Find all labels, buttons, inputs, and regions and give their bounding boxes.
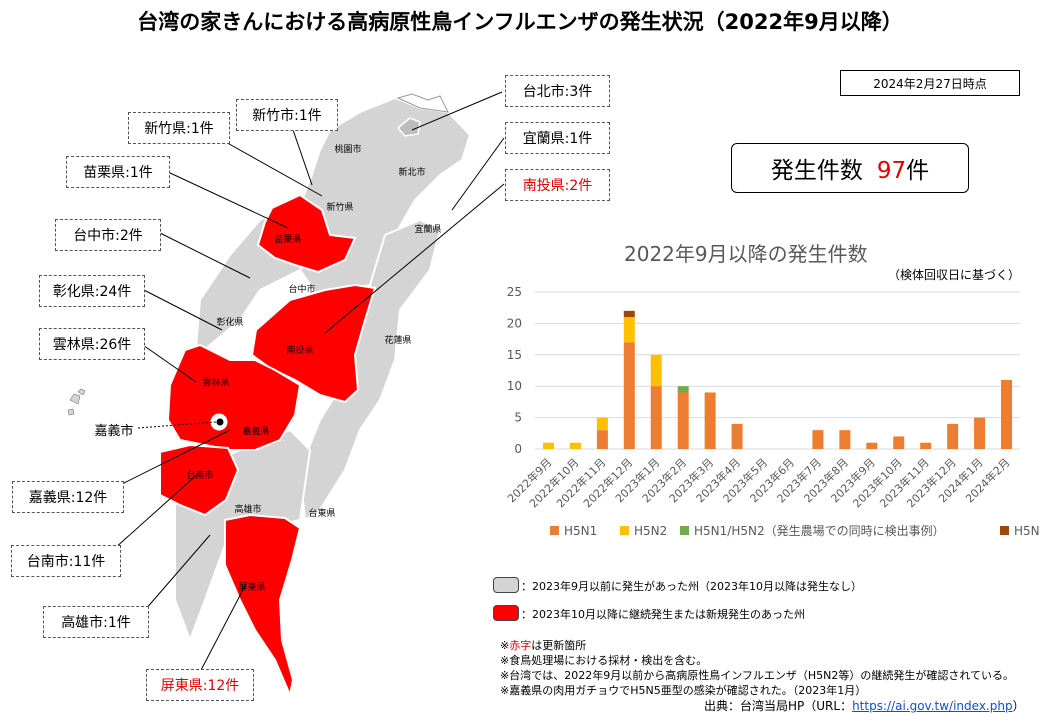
map-label-hsinchu: 新竹県 xyxy=(326,201,353,213)
region-miaoli xyxy=(256,193,357,274)
map-label-new-taipei: 新北市 xyxy=(398,166,425,178)
leader-hsinchu-county xyxy=(221,139,323,197)
legend-gray-swatch xyxy=(493,577,519,593)
map-label-taoyuan: 桃園市 xyxy=(334,143,361,155)
note-1-red: 赤字 xyxy=(509,639,532,652)
callout-changhua: 彰化県:24件 xyxy=(39,275,145,307)
map-label-taitung: 台東県 xyxy=(308,507,335,519)
map-label-kaohsiung: 高雄市 xyxy=(234,503,261,515)
callout-nantou: 南投県:2件 xyxy=(505,169,610,201)
callout-yunlin: 雲林県:26件 xyxy=(39,328,145,360)
source-link[interactable]: https://ai.gov.tw/index.php xyxy=(852,699,1013,713)
callout-pingtung: 屏東県:12件 xyxy=(146,669,254,701)
region-yunlin-chiayi xyxy=(166,343,302,451)
map-label-yilan: 宜蘭県 xyxy=(414,223,441,235)
callout-tainan: 台南市:11件 xyxy=(11,545,121,577)
note-1-rest: は更新箇所 xyxy=(531,639,587,652)
chart-subtitle: （検体回収日に基づく） xyxy=(888,268,1021,282)
leader-hsinchu-city xyxy=(291,126,313,186)
source-suffix: ） xyxy=(1012,699,1025,713)
penghu-island-3 xyxy=(67,408,75,416)
callout-chiayi-county: 嘉義県:12件 xyxy=(12,481,124,513)
callout-hsinchu-city: 新竹市:1件 xyxy=(236,99,338,131)
legend-red-swatch xyxy=(493,605,519,621)
penghu-island-2 xyxy=(77,388,86,396)
leader-taichung xyxy=(159,232,251,279)
map-label-pingtung: 屏東県 xyxy=(238,581,265,593)
map-label-nantou: 南投県 xyxy=(286,344,313,356)
leader-yunlin xyxy=(139,342,197,383)
map-label-changhua: 彰化県 xyxy=(216,316,243,328)
date-label: 2024年2月27日時点 xyxy=(840,70,1020,96)
note-1: ※赤字は更新箇所 xyxy=(500,637,586,653)
note-3: ※台湾では、2022年9月以前から高病原性鳥インフルエンザ（H5N2等）の継続発… xyxy=(500,669,1015,682)
total-count-box: 発生件数 97件 xyxy=(731,143,969,193)
count-unit: 件 xyxy=(906,158,930,184)
region-pingtung xyxy=(224,513,302,699)
leader-tainan xyxy=(113,471,201,550)
map-label-yunlin: 雲林県 xyxy=(202,376,229,388)
legend-red-text: ：2023年10月以降に継続発生または新規発生のあった州 xyxy=(521,608,805,621)
leader-nantou xyxy=(324,183,505,334)
callout-miaoli: 苗栗県:1件 xyxy=(66,156,170,188)
leader-miaoli xyxy=(167,171,289,229)
leader-yilan xyxy=(451,137,505,211)
callout-chiayi-city: 嘉義市 xyxy=(94,423,134,439)
leader-kaohsiung xyxy=(144,534,211,611)
map-label-taichung: 台中市 xyxy=(288,283,315,295)
leader-chiayi-county xyxy=(119,429,231,486)
legend-gray-text: ：2023年9月以前に発生があった州（2023年10月以降は発生なし） xyxy=(521,580,862,593)
source-prefix: 出典：台湾当局HP（URL： xyxy=(704,699,853,713)
island-north-tip xyxy=(396,93,449,113)
region-tainan xyxy=(159,443,240,517)
note-1-prefix: ※ xyxy=(500,639,510,652)
map-label-tainan: 台南市 xyxy=(186,469,213,481)
map-label-miaoli: 苗栗県 xyxy=(274,234,301,245)
callout-kaohsiung: 高雄市:1件 xyxy=(43,606,149,638)
leader-pingtung xyxy=(199,583,247,673)
count-label: 発生件数 xyxy=(770,158,863,184)
count-value: 97 xyxy=(876,158,907,184)
penghu-island-1 xyxy=(69,393,81,405)
source-line: 出典：台湾当局HP（URL：https://ai.gov.tw/index.ph… xyxy=(704,697,1025,714)
callout-taichung: 台中市:2件 xyxy=(55,219,161,251)
page-title: 台湾の家きんにおける高病原性鳥インフルエンザの発生状況（2022年9月以降） xyxy=(137,10,903,34)
callout-yilan: 宜蘭県:1件 xyxy=(505,122,610,154)
map-label-hualien: 花蓮県 xyxy=(384,334,411,346)
note-4: ※嘉義県の肉用ガチョウでH5N5亜型の感染が確認された。（2023年1月） xyxy=(500,684,867,697)
note-2: ※食鳥処理場における採材・検出を含む。 xyxy=(500,654,708,667)
chart-title: 2022年9月以降の発生件数 xyxy=(624,242,868,266)
chiayi-city-dot xyxy=(216,418,224,426)
callout-taipei: 台北市:3件 xyxy=(505,75,610,107)
leader-chiayi-city xyxy=(137,421,217,429)
leader-changhua xyxy=(139,287,223,331)
map-label-chiayi: 嘉義県 xyxy=(242,425,269,437)
region-taipei xyxy=(396,117,421,137)
leader-taipei xyxy=(411,91,503,131)
callout-hsinchu-county: 新竹県:1件 xyxy=(128,112,230,144)
